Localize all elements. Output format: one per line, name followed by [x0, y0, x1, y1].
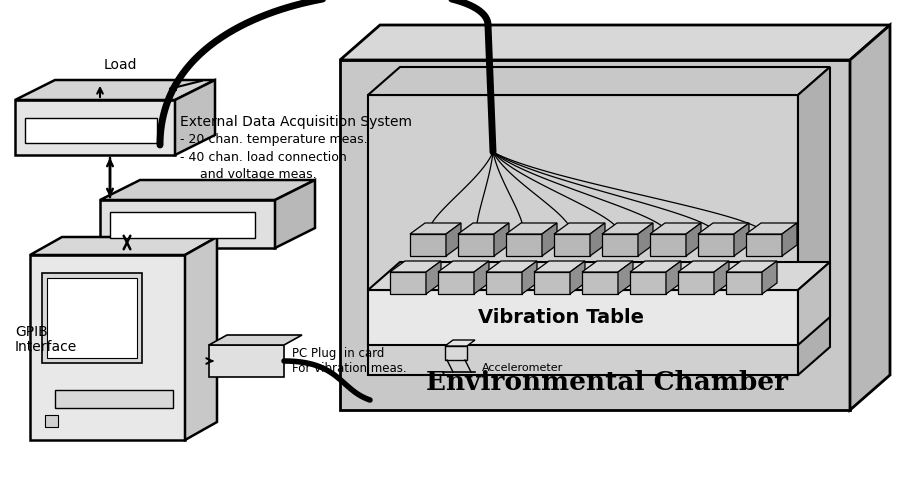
Polygon shape — [798, 262, 830, 345]
Polygon shape — [602, 223, 653, 234]
Text: For vibration meas.: For vibration meas. — [292, 362, 406, 375]
Text: External Data Acquisition System: External Data Acquisition System — [180, 115, 412, 129]
Polygon shape — [209, 345, 284, 377]
Polygon shape — [714, 261, 729, 294]
Polygon shape — [446, 223, 461, 256]
Text: Environmental Chamber: Environmental Chamber — [426, 369, 788, 395]
Polygon shape — [782, 223, 797, 256]
Polygon shape — [275, 180, 315, 248]
Polygon shape — [638, 223, 653, 256]
Polygon shape — [582, 261, 633, 272]
Polygon shape — [30, 237, 217, 255]
Polygon shape — [666, 261, 681, 294]
Text: - 20 chan. temperature meas.: - 20 chan. temperature meas. — [180, 133, 368, 146]
Polygon shape — [486, 261, 537, 272]
Polygon shape — [340, 60, 850, 410]
Polygon shape — [746, 223, 797, 234]
Polygon shape — [618, 261, 633, 294]
Polygon shape — [554, 234, 590, 256]
Polygon shape — [390, 272, 426, 294]
Polygon shape — [209, 335, 302, 345]
Text: Vibration Table: Vibration Table — [478, 308, 645, 327]
Polygon shape — [15, 80, 215, 100]
Text: Load: Load — [103, 58, 137, 72]
Polygon shape — [522, 261, 537, 294]
Polygon shape — [650, 223, 701, 234]
Polygon shape — [590, 223, 605, 256]
Polygon shape — [798, 67, 830, 375]
Polygon shape — [45, 415, 58, 427]
Polygon shape — [494, 223, 509, 256]
Polygon shape — [426, 261, 441, 294]
Polygon shape — [390, 261, 441, 272]
Polygon shape — [726, 261, 777, 272]
Polygon shape — [698, 234, 734, 256]
Polygon shape — [100, 200, 275, 248]
Polygon shape — [602, 234, 638, 256]
Polygon shape — [368, 290, 798, 345]
Text: and voltage meas.: and voltage meas. — [180, 168, 316, 181]
Polygon shape — [474, 261, 489, 294]
Polygon shape — [368, 262, 830, 290]
Polygon shape — [15, 100, 175, 155]
Text: GPIB: GPIB — [15, 325, 48, 339]
Polygon shape — [554, 223, 605, 234]
Polygon shape — [582, 272, 618, 294]
Polygon shape — [506, 234, 542, 256]
Polygon shape — [185, 237, 217, 440]
Polygon shape — [542, 223, 557, 256]
Polygon shape — [42, 273, 142, 363]
Polygon shape — [25, 118, 157, 143]
Polygon shape — [55, 390, 173, 408]
Polygon shape — [630, 272, 666, 294]
Polygon shape — [486, 272, 522, 294]
Text: Interface: Interface — [15, 340, 77, 354]
Polygon shape — [368, 67, 830, 95]
Polygon shape — [650, 234, 686, 256]
Polygon shape — [726, 272, 762, 294]
Polygon shape — [445, 340, 475, 346]
Polygon shape — [570, 261, 585, 294]
Polygon shape — [175, 80, 215, 155]
Polygon shape — [100, 180, 315, 200]
Polygon shape — [850, 25, 890, 410]
Polygon shape — [368, 95, 798, 375]
Text: PC Plug  in card: PC Plug in card — [292, 347, 385, 360]
Polygon shape — [438, 272, 474, 294]
Text: Accelerometer: Accelerometer — [482, 363, 564, 373]
Text: - 40 chan. load connection: - 40 chan. load connection — [180, 151, 347, 164]
Polygon shape — [678, 261, 729, 272]
Polygon shape — [698, 223, 749, 234]
Polygon shape — [340, 25, 890, 60]
Polygon shape — [762, 261, 777, 294]
Polygon shape — [534, 261, 585, 272]
Polygon shape — [686, 223, 701, 256]
Polygon shape — [630, 261, 681, 272]
Polygon shape — [47, 278, 137, 358]
Polygon shape — [734, 223, 749, 256]
Polygon shape — [506, 223, 557, 234]
Polygon shape — [458, 234, 494, 256]
Polygon shape — [445, 346, 467, 360]
Polygon shape — [458, 223, 509, 234]
Polygon shape — [534, 272, 570, 294]
Polygon shape — [410, 223, 461, 234]
Polygon shape — [30, 255, 185, 440]
Polygon shape — [410, 234, 446, 256]
Polygon shape — [110, 212, 255, 238]
Polygon shape — [746, 234, 782, 256]
Polygon shape — [438, 261, 489, 272]
Polygon shape — [678, 272, 714, 294]
